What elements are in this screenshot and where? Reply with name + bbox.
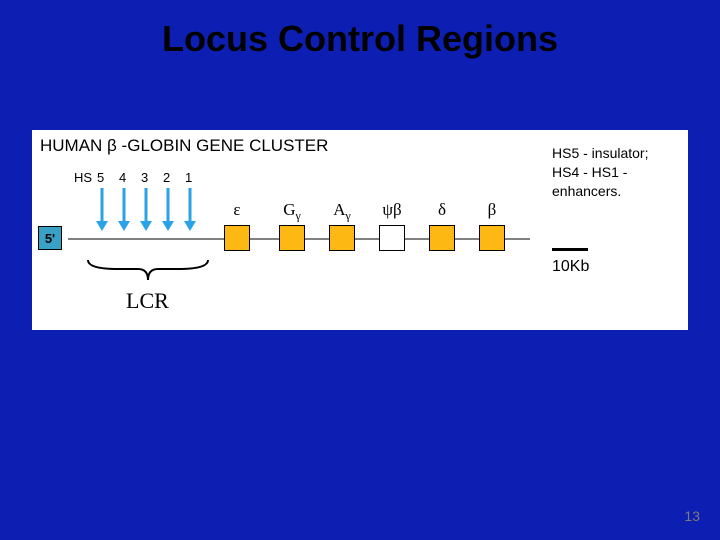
hs-site-label: 4 xyxy=(119,170,126,185)
pseudogene-box xyxy=(379,225,405,251)
page-number: 13 xyxy=(684,508,700,524)
hs-site-label: 3 xyxy=(141,170,148,185)
gene-label: β xyxy=(474,200,510,220)
hs-arrow-icon xyxy=(162,188,174,230)
gene-label: Aγ xyxy=(324,200,360,223)
hs-arrow-icon xyxy=(118,188,130,230)
gene-label: δ xyxy=(424,200,460,220)
gene-box xyxy=(329,225,355,251)
hs-prefix-label: HS xyxy=(74,170,92,185)
five-prime-label: 5' xyxy=(45,231,55,246)
legend-line-2: HS4 - HS1 - enhancers. xyxy=(552,163,688,201)
scale-bar xyxy=(552,248,588,251)
gene-box xyxy=(224,225,250,251)
hs-site-label: 2 xyxy=(163,170,170,185)
hs-arrow-icon xyxy=(184,188,196,230)
gene-box xyxy=(479,225,505,251)
legend-text: HS5 - insulator; HS4 - HS1 - enhancers. xyxy=(552,144,688,201)
legend-line-1: HS5 - insulator; xyxy=(552,144,688,163)
hs-site-label: 5 xyxy=(97,170,104,185)
gene-label: Gγ xyxy=(274,200,310,223)
scale-label: 10Kb xyxy=(552,258,589,276)
hs-arrow-icon xyxy=(140,188,152,230)
gene-label: ψβ xyxy=(374,200,410,220)
lcr-brace xyxy=(84,258,212,286)
diagram-title: HUMAN β -GLOBIN GENE CLUSTER xyxy=(40,136,328,156)
gene-label: ε xyxy=(219,200,255,220)
gene-box xyxy=(279,225,305,251)
lcr-label: LCR xyxy=(126,288,169,314)
gene-box xyxy=(429,225,455,251)
five-prime-box: 5' xyxy=(38,226,62,250)
slide-title: Locus Control Regions xyxy=(0,18,720,60)
hs-arrow-icon xyxy=(96,188,108,230)
slide-background: Locus Control Regions HUMAN β -GLOBIN GE… xyxy=(0,0,720,540)
hs-site-label: 1 xyxy=(185,170,192,185)
diagram-panel: HUMAN β -GLOBIN GENE CLUSTER 5' HS54321 … xyxy=(32,130,688,330)
